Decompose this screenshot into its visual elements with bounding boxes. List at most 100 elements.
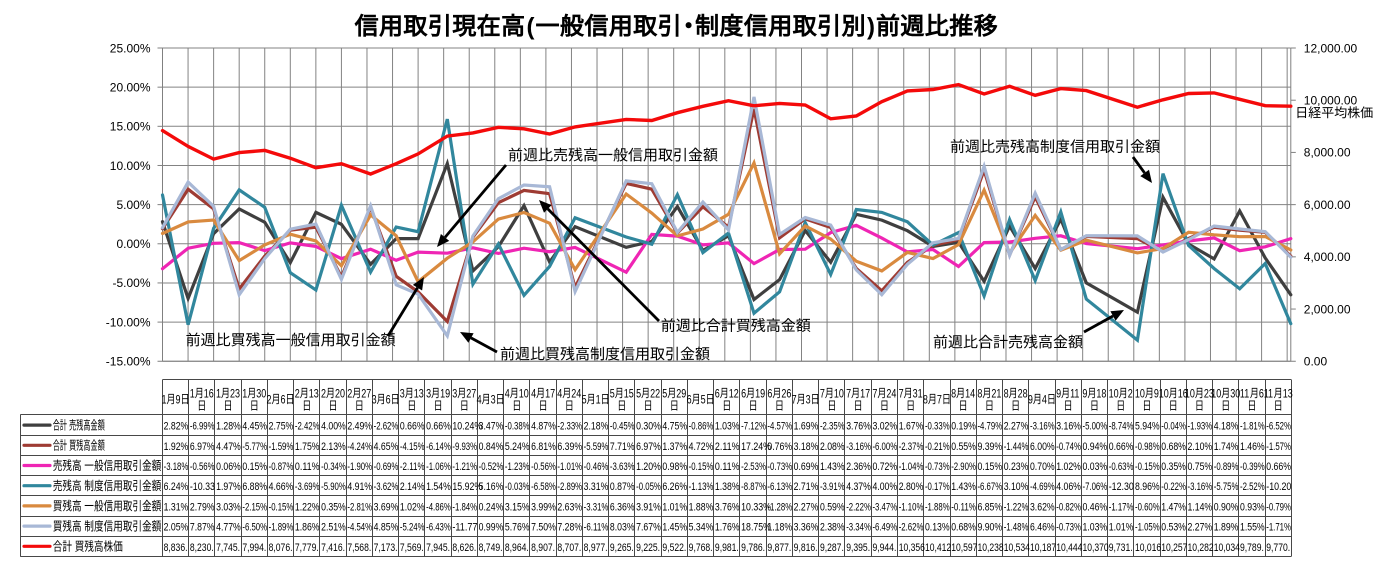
svg-text:2: 2 xyxy=(321,387,326,401)
svg-text:1.02%: 1.02% xyxy=(1056,461,1081,473)
svg-text:17.24%: 17.24% xyxy=(741,441,771,453)
svg-text:-4.86%: -4.86% xyxy=(426,501,451,513)
svg-text:10,356: 10,356 xyxy=(899,542,925,554)
svg-text:1.67%: 1.67% xyxy=(899,421,924,433)
svg-text:1.14%: 1.14% xyxy=(1187,501,1212,513)
svg-text:3.62%: 3.62% xyxy=(1030,501,1055,513)
svg-text:-8.74%: -8.74% xyxy=(1109,421,1134,433)
svg-text:-2.89%: -2.89% xyxy=(557,481,582,493)
svg-text:7: 7 xyxy=(872,387,877,401)
svg-text:4: 4 xyxy=(477,393,482,407)
svg-text:2.08%: 2.08% xyxy=(820,441,845,453)
svg-text:7.87%: 7.87% xyxy=(190,522,215,534)
svg-text:6.85%: 6.85% xyxy=(977,501,1002,513)
svg-text:2.27%: 2.27% xyxy=(1187,522,1212,534)
svg-text:9,225.: 9,225. xyxy=(636,542,660,554)
svg-text:0.23%: 0.23% xyxy=(1004,461,1029,473)
svg-text:10,000.00: 10,000.00 xyxy=(1304,94,1358,108)
svg-text:1: 1 xyxy=(162,393,167,407)
svg-text:-6.50%: -6.50% xyxy=(242,522,267,534)
svg-text:-1.13%: -1.13% xyxy=(689,481,714,493)
svg-text:-1.90%: -1.90% xyxy=(347,461,372,473)
svg-text:-0.60%: -0.60% xyxy=(1135,501,1160,513)
svg-text:27: 27 xyxy=(361,387,371,401)
svg-text:-1.23%: -1.23% xyxy=(505,461,530,473)
svg-text:-0.89%: -0.89% xyxy=(1214,461,1239,473)
svg-text:26: 26 xyxy=(781,387,791,401)
svg-text:-1.88%: -1.88% xyxy=(925,501,950,513)
svg-text:-0.04%: -0.04% xyxy=(1161,421,1186,433)
svg-text:6.97%: 6.97% xyxy=(190,441,215,453)
svg-text:28: 28 xyxy=(1018,387,1028,401)
svg-text:4.18%: 4.18% xyxy=(1214,421,1239,433)
svg-text:9,981.: 9,981. xyxy=(715,542,739,554)
svg-text:3.18%: 3.18% xyxy=(794,441,819,453)
svg-text:6.81%: 6.81% xyxy=(531,441,556,453)
svg-text:8,977.: 8,977. xyxy=(584,542,608,554)
svg-text:-2.62%: -2.62% xyxy=(374,421,399,433)
svg-text:2: 2 xyxy=(347,387,352,401)
svg-text:6: 6 xyxy=(386,393,391,407)
svg-text:4.75%: 4.75% xyxy=(662,421,687,433)
svg-text:2: 2 xyxy=(1128,387,1133,401)
svg-text:9.90%: 9.90% xyxy=(977,522,1002,534)
svg-text:8,907.: 8,907. xyxy=(531,542,555,554)
svg-text:1: 1 xyxy=(190,387,195,401)
svg-text:-1.04%: -1.04% xyxy=(899,461,924,473)
svg-text:0.59%: 0.59% xyxy=(820,501,845,513)
svg-text:-4.69%: -4.69% xyxy=(1030,481,1055,493)
svg-text:6: 6 xyxy=(687,393,692,407)
svg-text:-0.56%: -0.56% xyxy=(531,461,556,473)
svg-text:1.03%: 1.03% xyxy=(1082,522,1107,534)
svg-text:1.54%: 1.54% xyxy=(426,481,451,493)
svg-text:-3.31%: -3.31% xyxy=(584,501,609,513)
svg-text:-2.35%: -2.35% xyxy=(820,421,845,433)
svg-text:0.66%: 0.66% xyxy=(1109,441,1134,453)
svg-text:-9.93%: -9.93% xyxy=(452,441,477,453)
svg-text:1.75%: 1.75% xyxy=(295,441,320,453)
svg-text:1.03%: 1.03% xyxy=(715,421,740,433)
svg-text:10,016: 10,016 xyxy=(1135,542,1161,554)
svg-text:9: 9 xyxy=(176,393,181,407)
svg-text:9,731.: 9,731. xyxy=(1109,542,1133,554)
svg-text:-3.91%: -3.91% xyxy=(820,481,845,493)
svg-text:7.71%: 7.71% xyxy=(610,441,635,453)
svg-text:-6.99%: -6.99% xyxy=(190,421,215,433)
svg-text:-7.06%: -7.06% xyxy=(1082,481,1107,493)
svg-text:4.87%: 4.87% xyxy=(531,421,556,433)
svg-text:8,964.: 8,964. xyxy=(505,542,529,554)
svg-text:2.80%: 2.80% xyxy=(899,481,924,493)
svg-text:-0.11%: -0.11% xyxy=(951,501,976,513)
svg-text:7.67%: 7.67% xyxy=(636,522,661,534)
svg-text:4.47%: 4.47% xyxy=(216,441,241,453)
svg-text:0.35%: 0.35% xyxy=(321,501,346,513)
svg-text:25.00%: 25.00% xyxy=(110,41,151,55)
svg-text:0.35%: 0.35% xyxy=(1161,461,1186,473)
svg-text:-0.73%: -0.73% xyxy=(1056,522,1081,534)
svg-text:-0.33%: -0.33% xyxy=(925,421,950,433)
svg-text:5: 5 xyxy=(662,387,667,401)
svg-text:7,779.: 7,779. xyxy=(295,542,319,554)
svg-text:6.00%: 6.00% xyxy=(1030,441,1055,453)
svg-text:3.91%: 3.91% xyxy=(636,501,661,513)
svg-text:19: 19 xyxy=(440,387,450,401)
svg-text:-0.52%: -0.52% xyxy=(479,461,504,473)
svg-text:-0.45%: -0.45% xyxy=(610,421,635,433)
svg-text:23: 23 xyxy=(1204,387,1214,401)
svg-text:1.76%: 1.76% xyxy=(715,522,740,534)
svg-text:-10.33: -10.33 xyxy=(190,481,215,493)
svg-text:2.71%: 2.71% xyxy=(794,481,819,493)
svg-text:20: 20 xyxy=(335,387,345,401)
svg-text:-3.16%: -3.16% xyxy=(1187,481,1212,493)
svg-text:1: 1 xyxy=(596,393,601,407)
svg-text:30: 30 xyxy=(1230,387,1240,401)
svg-text:8: 8 xyxy=(977,387,982,401)
svg-text:0.46%: 0.46% xyxy=(1082,501,1107,513)
svg-text:-1.44%: -1.44% xyxy=(1004,441,1029,453)
svg-text:5.24%: 5.24% xyxy=(505,441,530,453)
svg-text:3.69%: 3.69% xyxy=(374,501,399,513)
svg-text:0.00: 0.00 xyxy=(1304,355,1328,369)
svg-text:2.82%: 2.82% xyxy=(164,421,189,433)
svg-text:-3.18%: -3.18% xyxy=(164,461,189,473)
svg-text:3.10%: 3.10% xyxy=(1004,481,1029,493)
